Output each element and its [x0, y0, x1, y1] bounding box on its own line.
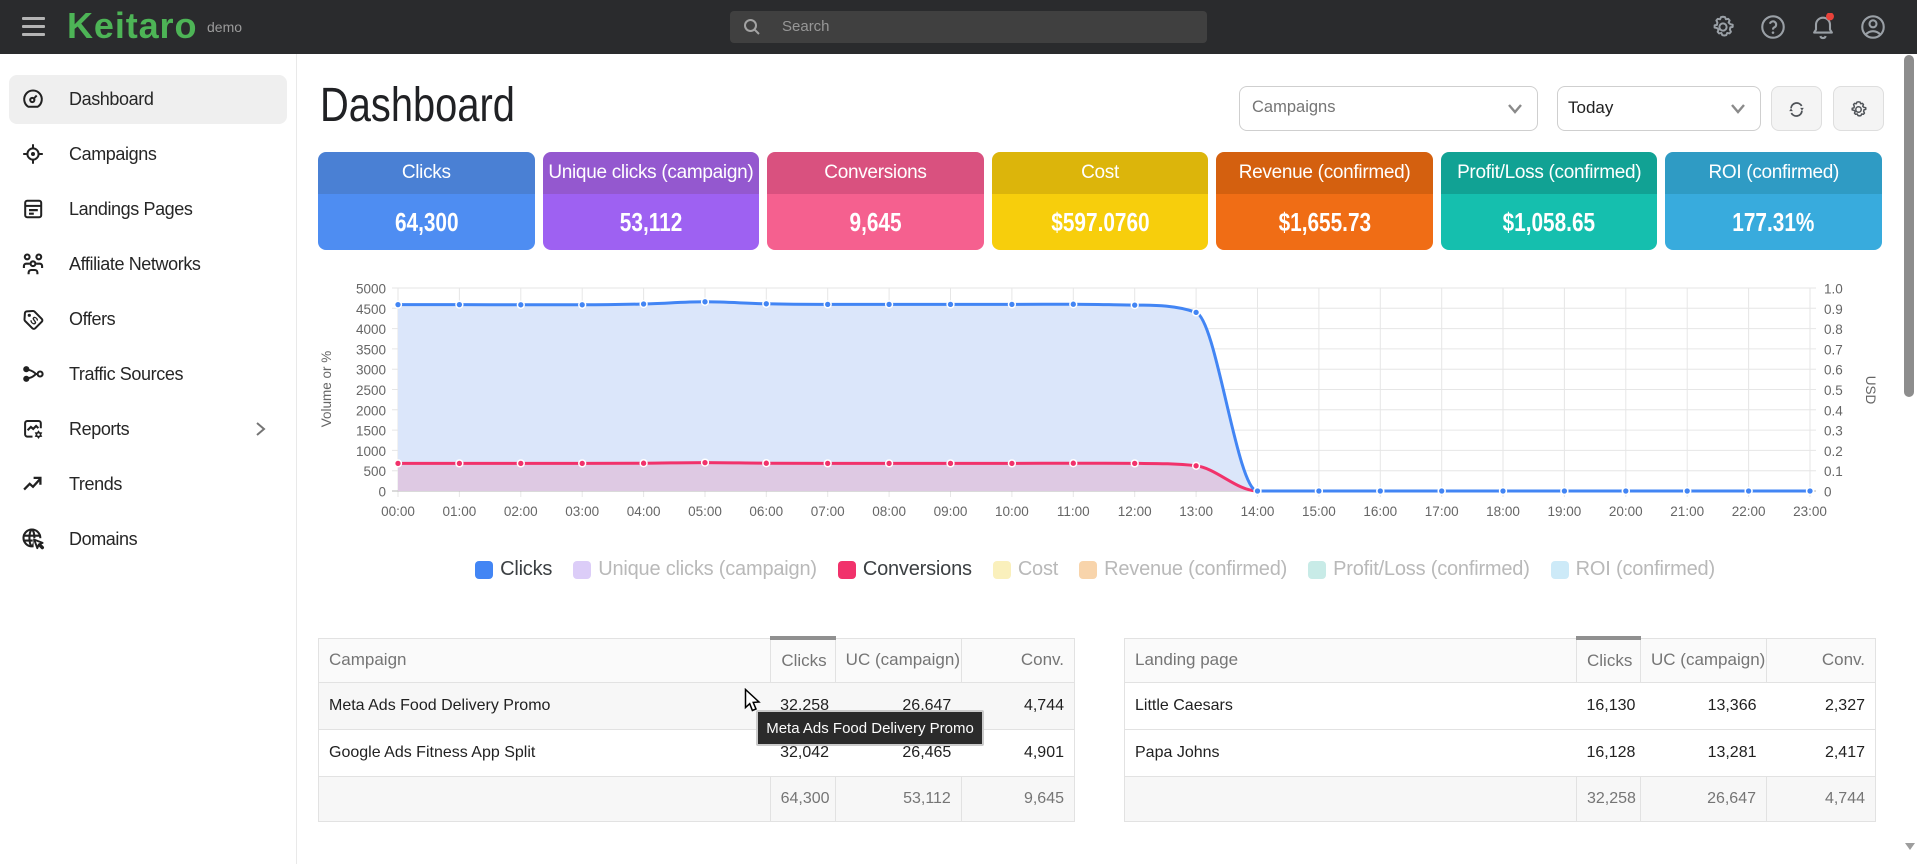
- svg-text:00:00: 00:00: [381, 504, 415, 519]
- svg-text:13:00: 13:00: [1179, 504, 1213, 519]
- svg-text:02:00: 02:00: [504, 504, 538, 519]
- svg-text:0.5: 0.5: [1824, 383, 1843, 398]
- svg-text:1500: 1500: [356, 424, 386, 439]
- svg-text:0: 0: [378, 485, 386, 500]
- svg-text:01:00: 01:00: [443, 504, 477, 519]
- svg-text:2000: 2000: [356, 403, 386, 418]
- svg-text:22:00: 22:00: [1732, 504, 1766, 519]
- svg-text:0.9: 0.9: [1824, 302, 1843, 317]
- svg-text:4000: 4000: [356, 322, 386, 337]
- svg-text:Volume or %: Volume or %: [319, 351, 334, 428]
- svg-text:3000: 3000: [356, 363, 386, 378]
- svg-text:04:00: 04:00: [627, 504, 661, 519]
- svg-text:08:00: 08:00: [872, 504, 906, 519]
- svg-text:0.2: 0.2: [1824, 444, 1843, 459]
- svg-text:1000: 1000: [356, 444, 386, 459]
- svg-text:0.8: 0.8: [1824, 322, 1843, 337]
- svg-text:0.3: 0.3: [1824, 424, 1843, 439]
- svg-text:12:00: 12:00: [1118, 504, 1152, 519]
- svg-text:2500: 2500: [356, 383, 386, 398]
- svg-text:0.7: 0.7: [1824, 342, 1843, 357]
- svg-text:18:00: 18:00: [1486, 504, 1520, 519]
- svg-text:1.0: 1.0: [1824, 282, 1843, 297]
- svg-text:20:00: 20:00: [1609, 504, 1643, 519]
- svg-text:0.1: 0.1: [1824, 464, 1843, 479]
- svg-text:3500: 3500: [356, 342, 386, 357]
- svg-text:0.6: 0.6: [1824, 363, 1843, 378]
- svg-text:19:00: 19:00: [1548, 504, 1582, 519]
- svg-text:09:00: 09:00: [934, 504, 968, 519]
- svg-text:05:00: 05:00: [688, 504, 722, 519]
- svg-text:03:00: 03:00: [565, 504, 599, 519]
- svg-text:USD: USD: [1863, 376, 1878, 405]
- svg-text:06:00: 06:00: [749, 504, 783, 519]
- svg-text:07:00: 07:00: [811, 504, 845, 519]
- svg-text:21:00: 21:00: [1670, 504, 1704, 519]
- svg-text:0: 0: [1824, 485, 1832, 500]
- svg-text:16:00: 16:00: [1363, 504, 1397, 519]
- svg-text:4500: 4500: [356, 302, 386, 317]
- svg-text:15:00: 15:00: [1302, 504, 1336, 519]
- svg-text:17:00: 17:00: [1425, 504, 1459, 519]
- svg-text:500: 500: [363, 464, 386, 479]
- svg-text:23:00: 23:00: [1793, 504, 1827, 519]
- svg-text:10:00: 10:00: [995, 504, 1029, 519]
- svg-text:14:00: 14:00: [1241, 504, 1275, 519]
- svg-text:0.4: 0.4: [1824, 403, 1843, 418]
- svg-text:11:00: 11:00: [1057, 504, 1090, 519]
- svg-text:5000: 5000: [356, 282, 386, 297]
